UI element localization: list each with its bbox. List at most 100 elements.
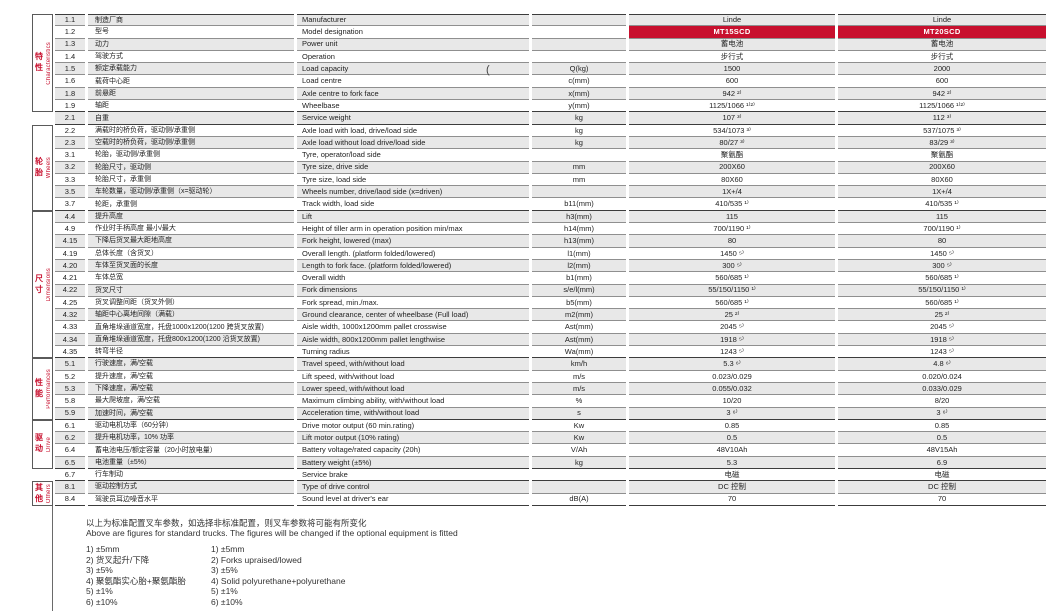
unit-label: y(mm) — [532, 100, 626, 113]
description-en: Lower speed, with/without load — [297, 382, 529, 396]
row-number: 6.5 — [55, 456, 85, 469]
row-number: 2.2 — [55, 124, 85, 137]
row-number: 4.35 — [55, 346, 85, 359]
table-row: 4.32 轴距中心离地间隙（满载） Ground clearance, center… — [55, 309, 1046, 322]
value-col2: 6.9 — [838, 456, 1046, 469]
section-label-cn: 尺寸 — [34, 273, 44, 296]
section-label-characteristics: 特性 Characteristics — [32, 14, 53, 113]
value-col1: 1918 ⁵⁾ — [629, 333, 835, 347]
description-en: Service weight — [297, 112, 529, 125]
description-cn: 动力 — [88, 38, 294, 51]
description-cn: 货叉调整间距（货叉外侧） — [88, 296, 294, 310]
section-label-drive: 驱动 Drive — [32, 419, 53, 470]
description-en: Drive motor output (60 min.rating) — [297, 419, 529, 433]
value-col1: DC 控制 — [629, 481, 835, 494]
value-col2: 4.8 ⁶⁾ — [838, 358, 1046, 371]
value-col1: 25 ²⁾ — [629, 309, 835, 322]
row-number: 4.4 — [55, 210, 85, 224]
footnote-item: 4) 聚氨酯实心胎+聚氨酯胎 — [86, 575, 186, 586]
unit-label — [532, 468, 626, 482]
spec-rows: 1.1 制造厂商 Manufacturer Linde Linde 1.2 型号 Model … — [55, 14, 1046, 506]
value-col2: 48V15Ah — [838, 444, 1046, 457]
section-label-cn: 轮胎 — [34, 156, 44, 179]
description-cn: 前悬距 — [88, 87, 294, 101]
unit-label — [532, 38, 626, 51]
unit-label: mm — [532, 173, 626, 187]
row-number: 4.32 — [55, 309, 85, 322]
unit-label: c(mm) — [532, 75, 626, 88]
description-en: Sound level at driver's ear — [297, 493, 529, 506]
value-col1: 0.5 — [629, 432, 835, 445]
value-col2: 8/20 — [838, 395, 1046, 408]
description-cn: 加速时间，满/空载 — [88, 407, 294, 420]
table-row: 5.9 加速时间，满/空载 Acceleration time, with/with… — [55, 407, 1046, 420]
value-col2: Linde — [838, 14, 1046, 27]
unit-label — [532, 50, 626, 64]
table-row: 5.1 行驶速度，满/空载 Travel speed, with/without l… — [55, 358, 1046, 371]
table-row: 3.2 轮胎尺寸，驱动侧 Tyre size, drive side mm 200X60… — [55, 161, 1046, 174]
section-label-others: 其他 Others — [32, 481, 53, 506]
value-col2: 0.033/0.029 — [838, 382, 1046, 396]
row-number: 6.2 — [55, 432, 85, 445]
description-cn: 行车制动 — [88, 468, 294, 482]
description-en: Length to fork face. (platform folded/lo… — [297, 259, 529, 273]
row-number: 6.7 — [55, 468, 85, 482]
value-col2: 25 ²⁾ — [838, 309, 1046, 322]
unit-label: mm — [532, 161, 626, 174]
value-col2: 537/1075 ³⁾ — [838, 124, 1046, 137]
table-row: 3.5 车轮数量，驱动侧/承重侧（x=驱动轮） Wheels number, dri… — [55, 186, 1046, 199]
value-col2: 942 ²⁾ — [838, 87, 1046, 101]
description-en: Turning radius — [297, 346, 529, 359]
description-en: Track width, load side — [297, 198, 529, 211]
value-col2: 600 — [838, 75, 1046, 88]
unit-label: b1(mm) — [532, 272, 626, 285]
value-col1: 560/685 ¹⁾ — [629, 296, 835, 310]
row-number: 4.19 — [55, 247, 85, 260]
description-cn: 电池重量（±5%） — [88, 456, 294, 469]
description-cn: 提升电机功率，10% 功率 — [88, 432, 294, 445]
value-col1: 700/1190 ¹⁾ — [629, 223, 835, 236]
value-col2: 1125/1066 ¹⁾²⁾ — [838, 100, 1046, 113]
value-col2: 2045 ⁵⁾ — [838, 321, 1046, 334]
row-number: 3.7 — [55, 198, 85, 211]
value-col1: 3 ⁶⁾ — [629, 407, 835, 420]
row-number: 5.1 — [55, 358, 85, 371]
unit-label: V/Ah — [532, 444, 626, 457]
section-label-performances: 性能 Performances — [32, 358, 53, 420]
row-number: 5.3 — [55, 382, 85, 396]
value-col1: 70 — [629, 493, 835, 506]
value-col1: 1500 — [629, 63, 835, 76]
description-cn: 转弯半径 — [88, 346, 294, 359]
row-number: 8.1 — [55, 481, 85, 494]
table-row: 3.3 轮胎尺寸，承重侧 Tyre size, load side mm 80X60 80… — [55, 173, 1046, 187]
description-cn: 驱动电机功率（60分钟） — [88, 419, 294, 433]
unit-label — [532, 186, 626, 199]
row-number: 4.34 — [55, 333, 85, 347]
value-col1: 300 ⁵⁾ — [629, 259, 835, 273]
description-en: Manufacturer — [297, 14, 529, 27]
table-row: 4.33 直角堆垛通道宽度，托盘1000x1200(1200 跨货叉放置) Aisl… — [55, 321, 1046, 334]
description-en: Battery weight (±5%) — [297, 456, 529, 469]
description-en: Type of drive control — [297, 481, 529, 494]
value-col1: MT15SCD — [629, 26, 835, 39]
value-col1: 5.3 ⁶⁾ — [629, 358, 835, 371]
unit-label: kg — [532, 456, 626, 469]
row-number: 3.3 — [55, 173, 85, 187]
row-number: 4.15 — [55, 235, 85, 248]
section-label-en: Others — [45, 484, 52, 504]
table-row: 1.5 额定承载能力 Load capacity Q(kg) 1500 2000 — [55, 63, 1046, 76]
description-en: Power unit — [297, 38, 529, 51]
value-col1: 1125/1066 ¹⁾²⁾ — [629, 100, 835, 113]
value-col1: 55/150/1150 ¹⁾ — [629, 284, 835, 297]
description-cn: 载荷中心距 — [88, 75, 294, 88]
table-row: 6.2 提升电机功率，10% 功率 Lift motor output (10% r… — [55, 432, 1046, 445]
value-col1: 蓄电池 — [629, 38, 835, 51]
unit-label: Q(kg) — [532, 63, 626, 76]
unit-label: h3(mm) — [532, 210, 626, 224]
value-col2: 410/535 ¹⁾ — [838, 198, 1046, 211]
description-en: Axle load with load, drive/load side — [297, 124, 529, 137]
value-col1: 560/685 ¹⁾ — [629, 272, 835, 285]
value-col2: 0.85 — [838, 419, 1046, 433]
description-cn: 行驶速度，满/空载 — [88, 358, 294, 371]
row-number: 1.8 — [55, 87, 85, 101]
